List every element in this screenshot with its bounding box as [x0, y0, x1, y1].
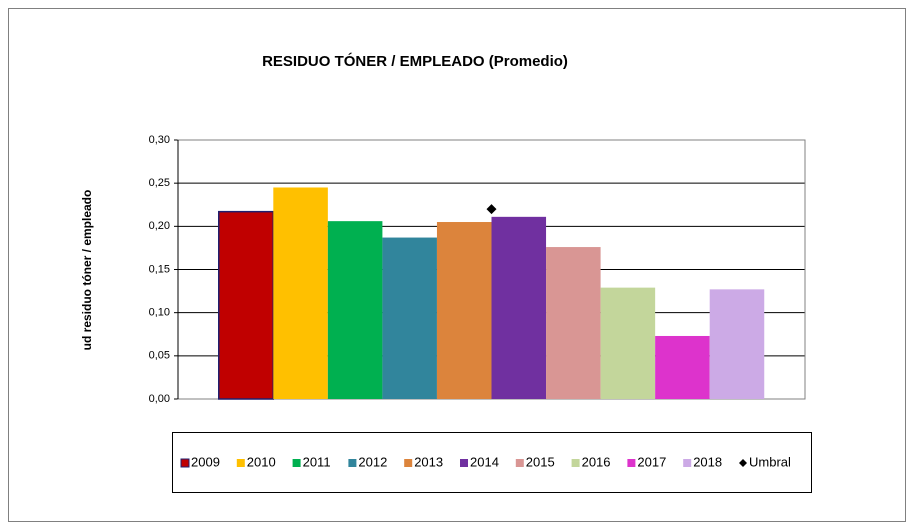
legend-marker [739, 459, 747, 467]
y-tick-label: 0,10 [149, 307, 170, 319]
bar [382, 237, 437, 399]
legend-label: 2015 [526, 454, 555, 469]
bar [709, 289, 765, 399]
bar [436, 222, 492, 399]
legend-swatch [236, 459, 245, 467]
bar [655, 335, 710, 399]
bar [218, 210, 275, 400]
legend-label: 2016 [582, 454, 611, 469]
legend-label: 2014 [470, 454, 499, 469]
chart-title: RESIDUO TÓNER / EMPLEADO (Promedio) [262, 52, 568, 70]
legend-label: 2018 [693, 454, 722, 469]
bar [327, 221, 383, 399]
bar [546, 247, 601, 399]
legend-swatch [404, 459, 413, 467]
legend-label: Umbral [749, 454, 791, 469]
legend-box [172, 432, 812, 493]
y-tick-label: 0,00 [149, 393, 170, 405]
y-tick-label: 0,20 [149, 220, 170, 232]
legend-swatch [515, 459, 524, 467]
legend-swatch [627, 459, 636, 467]
legend-swatch [180, 458, 190, 468]
y-tick-label: 0,05 [149, 350, 170, 362]
legend-swatch [683, 459, 692, 467]
y-axis-label: ud residuo tóner / empleado [80, 190, 94, 351]
threshold-marker [486, 204, 497, 215]
legend-label: 2013 [414, 454, 443, 469]
bar [273, 187, 328, 399]
y-tick-label: 0,30 [149, 134, 170, 146]
legend-label: 2010 [247, 454, 276, 469]
legend-label: 2017 [637, 454, 666, 469]
legend-label: 2011 [303, 454, 331, 469]
bar [600, 287, 656, 399]
legend-label: 2012 [358, 454, 387, 469]
legend-label: 2009 [191, 454, 220, 469]
legend-swatch [292, 459, 301, 467]
legend-swatch [571, 459, 580, 467]
y-tick-label: 0,15 [149, 263, 170, 275]
bar [491, 216, 547, 399]
y-tick-label: 0,25 [149, 177, 170, 189]
legend-swatch [460, 459, 468, 467]
legend-swatch [348, 459, 357, 467]
